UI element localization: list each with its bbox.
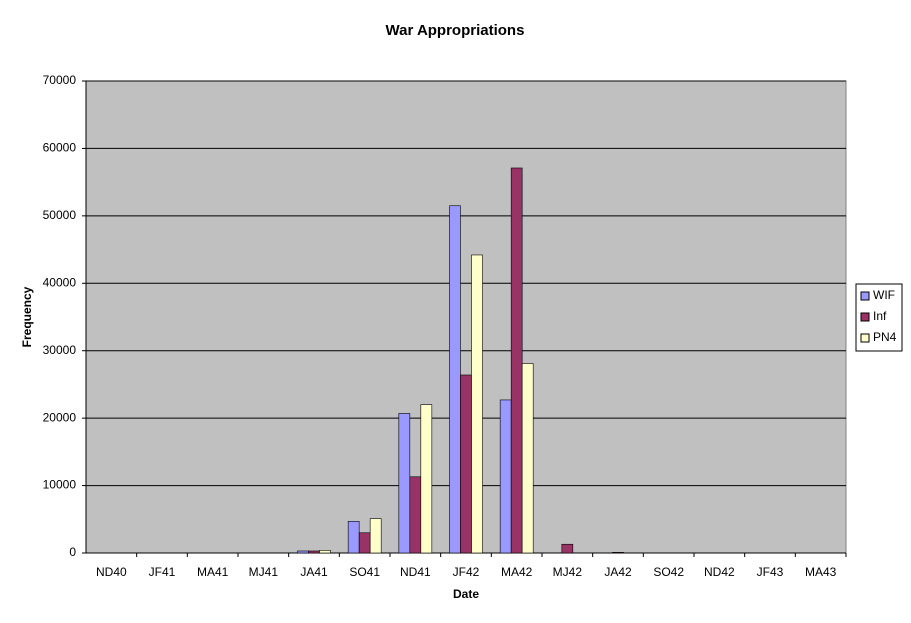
bar — [297, 550, 309, 554]
bar — [347, 521, 360, 554]
chart-title: War Appropriations — [386, 22, 525, 39]
x-tick-label: ND40 — [96, 565, 127, 579]
x-tick-label: MA43 — [805, 565, 837, 579]
bar — [561, 543, 574, 554]
legend-label: PN4 — [873, 330, 897, 344]
y-tick-label: 40000 — [43, 275, 77, 289]
x-tick-label: ND42 — [704, 565, 735, 579]
x-tick-label: JF43 — [757, 565, 784, 579]
y-tick-label: 60000 — [43, 141, 77, 155]
y-tick-label: 50000 — [43, 208, 77, 222]
bar — [398, 413, 411, 554]
x-tick-label: SO41 — [349, 565, 380, 579]
bar — [471, 254, 483, 554]
bar — [460, 374, 472, 554]
bar — [409, 476, 422, 554]
x-tick-label: JA42 — [604, 565, 632, 579]
x-tick-label: ND41 — [400, 565, 431, 579]
bar — [308, 550, 320, 554]
legend-label: Inf — [873, 309, 887, 323]
bar — [510, 167, 523, 554]
x-tick-label: SO42 — [653, 565, 684, 579]
x-tick-label: MA41 — [197, 565, 229, 579]
x-tick-label: MJ41 — [249, 565, 279, 579]
legend-swatch — [860, 312, 870, 322]
x-tick-label: MJ42 — [553, 565, 583, 579]
bar — [612, 552, 624, 554]
bar — [420, 404, 433, 554]
bar — [319, 550, 331, 554]
y-tick-label: 0 — [69, 545, 76, 559]
x-tick-label: MA42 — [501, 565, 533, 579]
y-tick-label: 20000 — [43, 410, 77, 424]
legend-swatch — [860, 291, 870, 301]
x-axis-label: Date — [453, 587, 479, 601]
bar — [499, 399, 512, 554]
legend-label: WIF — [873, 288, 895, 302]
x-tick-label: JF42 — [453, 565, 480, 579]
legend-swatch — [860, 333, 870, 343]
y-tick-label: 70000 — [43, 73, 77, 87]
y-axis-label: Frequency — [20, 286, 34, 347]
bar — [358, 532, 371, 554]
bar — [369, 518, 382, 554]
y-tick-label: 30000 — [43, 343, 77, 357]
bar — [521, 363, 534, 554]
x-tick-label: JF41 — [149, 565, 176, 579]
x-tick-label: JA41 — [300, 565, 328, 579]
y-tick-label: 10000 — [43, 478, 77, 492]
bar — [449, 205, 461, 554]
